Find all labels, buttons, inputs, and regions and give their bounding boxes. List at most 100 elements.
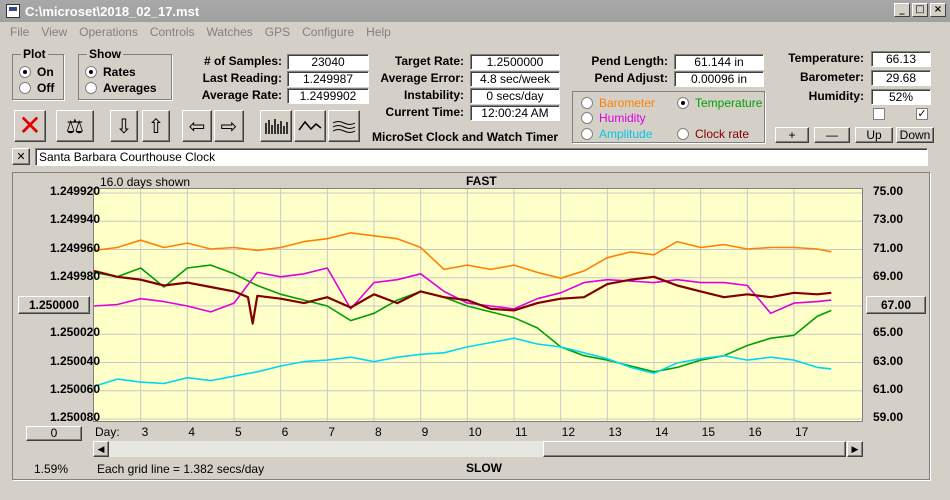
last-reading-label: Last Reading:	[202, 71, 282, 85]
sensor-barometer-radio[interactable]: Barometer	[581, 95, 655, 111]
sensor-temperature-radio[interactable]: Temperature	[677, 95, 762, 111]
minus-button[interactable]: —	[814, 127, 850, 143]
balance-button[interactable]: ⚖	[56, 110, 94, 142]
temperature-label: Temperature:	[788, 51, 864, 65]
stop-button[interactable]: ✕	[14, 110, 46, 142]
scroll-left-button[interactable]: ◀	[93, 441, 109, 457]
menu-view[interactable]: View	[41, 25, 68, 39]
smooth-wave-icon	[332, 121, 356, 133]
zero-button[interactable]: 0	[26, 426, 82, 441]
clock-name-input[interactable]: Santa Barbara Courthouse Clock	[35, 148, 928, 166]
average-rate-field: 1.2499902	[287, 88, 369, 104]
radio-dot-icon	[581, 112, 593, 124]
y-right-tick-label: 71.00	[873, 240, 904, 255]
close-button[interactable]: ×	[930, 3, 946, 17]
down-arrow-button[interactable]: ⇩	[110, 110, 138, 142]
series-line	[94, 232, 832, 279]
x-tick-label: 4	[188, 425, 196, 439]
rate-chart	[94, 189, 862, 421]
x-tick-label: 8	[375, 425, 382, 439]
arrow-up-icon: ⇧	[147, 114, 165, 138]
plot-off-radio[interactable]: Off	[19, 80, 54, 96]
arrow-left-icon: ⇦	[188, 114, 206, 138]
show-averages-radio[interactable]: Averages	[85, 80, 157, 96]
plot-group-label: Plot	[21, 47, 48, 61]
radio-dot-icon	[85, 82, 97, 94]
menu-gps[interactable]: GPS	[264, 25, 291, 39]
show-group-label: Show	[87, 47, 123, 61]
menu-help[interactable]: Help	[366, 25, 391, 39]
days-shown-label: 16.0 days shown	[100, 175, 191, 189]
histogram-view-button[interactable]	[260, 110, 292, 142]
menu-configure[interactable]: Configure	[302, 25, 355, 39]
y-left-tick-label: 1.249940	[49, 212, 100, 227]
y-right-tick-label: 61.00	[873, 381, 904, 396]
app-icon	[6, 4, 20, 18]
red-x-icon: ✕	[18, 109, 42, 142]
scroll-thumb[interactable]	[543, 441, 846, 457]
right-arrow-button[interactable]: ⇨	[214, 110, 244, 142]
smooth-view-button[interactable]	[328, 110, 360, 142]
menu-operations[interactable]: Operations	[79, 25, 138, 39]
menu-controls[interactable]: Controls	[149, 25, 195, 39]
app-name: MicroSet Clock and Watch Timer	[372, 130, 559, 144]
y-right-tick-label: 63.00	[873, 353, 904, 368]
instability-field: 0 secs/day	[470, 88, 560, 104]
chart-plot	[93, 188, 863, 422]
menu-watches[interactable]: Watches	[206, 25, 253, 39]
clear-name-button[interactable]: ✕	[12, 148, 30, 165]
y-right-tick-label: 73.00	[873, 212, 904, 227]
target-rate-label: Target Rate:	[394, 54, 464, 68]
sensor-humidity-radio[interactable]: Humidity	[581, 110, 646, 126]
up-arrow-button[interactable]: ⇧	[142, 110, 170, 142]
center-sensor-button[interactable]: 67.00	[866, 296, 926, 314]
x-tick-label: 15	[701, 425, 716, 439]
radio-dot-icon	[677, 97, 689, 109]
series-line	[94, 337, 832, 388]
barometer-label: Barometer:	[799, 70, 864, 84]
pend-length-label: Pend Length:	[591, 54, 668, 68]
pend-length-field: 61.144 in	[674, 54, 764, 70]
maximize-button[interactable]: □	[912, 3, 928, 17]
plus-button[interactable]: +	[775, 127, 809, 143]
last-reading-field: 1.249987	[287, 71, 369, 87]
checkbox-2[interactable]: ✓	[916, 107, 928, 120]
show-rates-radio[interactable]: Rates	[85, 64, 136, 80]
y-left-tick-label: 1.250020	[49, 325, 100, 340]
down-button[interactable]: Down	[896, 127, 934, 143]
average-error-label: Average Error:	[380, 71, 464, 85]
y-left-tick-label: 1.249980	[49, 268, 100, 283]
x-tick-label: 16	[748, 425, 762, 439]
radio-dot-icon	[19, 66, 31, 78]
arrow-right-icon: ⇨	[220, 114, 238, 138]
x-tick-label: 11	[515, 425, 528, 439]
radio-dot-icon	[581, 97, 593, 109]
up-button[interactable]: Up	[855, 127, 893, 143]
x-tick-label: 5	[235, 425, 242, 439]
wave-view-button[interactable]	[294, 110, 326, 142]
x-tick-label: 3	[141, 425, 149, 439]
menu-file[interactable]: File	[10, 25, 30, 39]
temperature-field: 66.13	[871, 51, 931, 67]
x-tick-label: 13	[608, 425, 622, 439]
scroll-right-button[interactable]: ▶	[847, 441, 863, 457]
time-scrollbar[interactable]: ◀ ▶	[93, 441, 863, 457]
x-tick-label: 17	[795, 425, 809, 439]
balance-scale-icon: ⚖	[66, 114, 84, 138]
plot-on-radio[interactable]: On	[19, 64, 54, 80]
y-right-tick-label: 69.00	[873, 268, 904, 283]
minimize-button[interactable]: _	[894, 3, 910, 17]
x-tick-label: 12	[561, 425, 576, 439]
wave-icon	[298, 120, 322, 131]
humidity-field: 52%	[871, 89, 931, 105]
instability-label: Instability:	[403, 88, 464, 102]
left-arrow-button[interactable]: ⇦	[182, 110, 212, 142]
center-rate-button[interactable]: 1.250000	[18, 296, 90, 314]
sensor-amplitude-radio[interactable]: Amplitude	[581, 126, 652, 142]
radio-dot-icon	[19, 82, 31, 94]
sensor-clock-rate-radio[interactable]: Clock rate	[677, 126, 749, 142]
series-line	[94, 269, 832, 325]
checkbox-1[interactable]	[873, 108, 885, 120]
target-rate-field: 1.2500000	[470, 54, 560, 70]
y-right-tick-label: 59.00	[873, 410, 904, 424]
